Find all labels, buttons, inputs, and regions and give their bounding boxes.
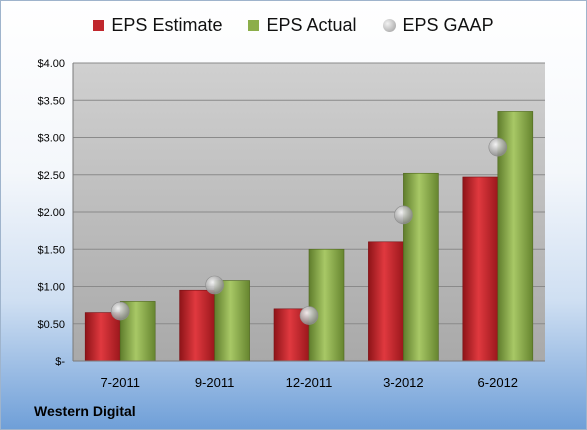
legend-label-eps-gaap: EPS GAAP xyxy=(402,15,494,35)
y-tick-label: $4.00 xyxy=(37,58,65,70)
legend-swatch-eps-estimate xyxy=(93,20,105,31)
y-tick-label: $3.00 xyxy=(37,133,65,145)
point-eps-gaap xyxy=(205,275,224,295)
bar-eps-estimate xyxy=(179,289,215,362)
legend-item-eps-actual: EPS Actual xyxy=(248,15,357,36)
y-tick-label: $2.50 xyxy=(37,170,65,182)
bar-eps-actual xyxy=(214,280,250,362)
point-eps-gaap xyxy=(110,301,130,321)
legend-item-eps-gaap: EPS GAAP xyxy=(382,15,494,36)
y-tick-label: $2.00 xyxy=(37,207,65,219)
point-eps-gaap xyxy=(394,205,413,225)
x-tick-label: 6-2012 xyxy=(478,375,518,390)
bar-eps-estimate xyxy=(368,241,404,362)
company-label: Western Digital xyxy=(34,403,136,419)
legend-swatch-eps-gaap xyxy=(382,19,396,32)
y-tick-label: $1.50 xyxy=(37,244,65,256)
legend: EPS Estimate EPS Actual EPS GAAP xyxy=(1,15,586,36)
bar-eps-actual xyxy=(308,248,345,362)
bar-eps-estimate xyxy=(462,176,499,362)
legend-label-eps-actual: EPS Actual xyxy=(266,15,357,35)
y-tick-label: $1.00 xyxy=(37,282,65,294)
bar-eps-estimate xyxy=(84,312,121,362)
legend-label-eps-estimate: EPS Estimate xyxy=(111,15,223,35)
bar-eps-actual xyxy=(403,172,439,362)
x-tick-label: 9-2011 xyxy=(195,375,235,390)
legend-item-eps-estimate: EPS Estimate xyxy=(93,15,222,36)
y-tick-label: $- xyxy=(55,356,65,368)
x-tick-label: 12-2011 xyxy=(286,375,333,390)
x-tick-label: 3-2012 xyxy=(383,375,423,390)
legend-swatch-eps-actual xyxy=(248,20,260,31)
y-tick-label: $0.50 xyxy=(37,319,65,331)
point-eps-gaap xyxy=(299,306,319,325)
y-tick-label: $3.50 xyxy=(37,95,65,107)
point-eps-gaap xyxy=(488,137,508,157)
x-tick-label: 7-2011 xyxy=(100,375,140,390)
